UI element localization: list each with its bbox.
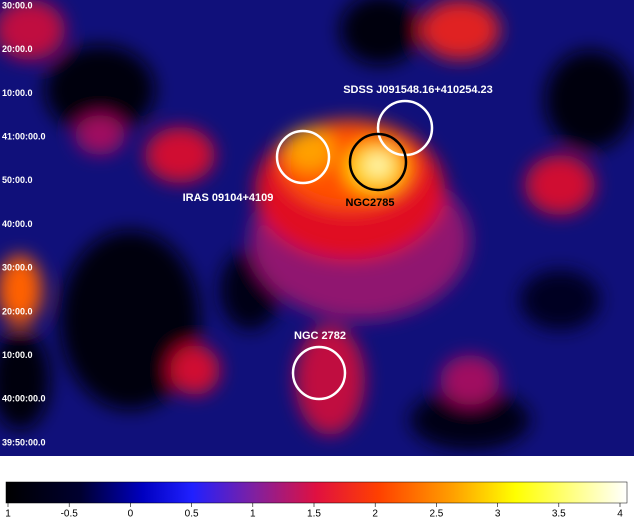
colorbar-label: 3 (495, 509, 501, 520)
colorbar-label: 1 (250, 509, 256, 520)
colorbar-label: 1 (5, 509, 11, 520)
x-coord-label: 9:10:00.0 (71, 458, 110, 468)
y-coord-label: 30:00.0 (2, 263, 33, 273)
annotation: NGC2785 (346, 197, 395, 209)
annotation: IRAS 09104+4109 (183, 192, 274, 204)
y-coord-label: 20:00.0 (2, 44, 33, 54)
sky-image: SDSS J091548.16+410254.23 IRAS 09104+410… (0, 0, 634, 456)
region-circle (275, 129, 331, 185)
annotation: NGC 2782 (294, 330, 346, 342)
y-coord-label: 30:00.0 (2, 0, 33, 10)
emission (0, 0, 634, 450)
x-coord-label: 12:00.0 (182, 458, 213, 468)
colorbar-label: 2 (372, 509, 378, 520)
y-coord-label: 40:00:00.0 (2, 394, 46, 404)
y-coord-label: 41:00:00.0 (2, 131, 46, 141)
colorbar (5, 481, 628, 504)
colorbar-label: 4 (617, 509, 623, 520)
colorbar-label: 1.5 (307, 509, 321, 520)
colorbar-label: 0.5 (185, 509, 199, 520)
y-coord-label: 10:00.0 (2, 88, 33, 98)
y-coord-label: 40:00.0 (2, 219, 33, 229)
x-coord-label: 18:00.0 (505, 458, 536, 468)
annotation: SDSS J091548.16+410254.23 (343, 84, 493, 96)
y-coord-label: 20:00.0 (2, 306, 33, 316)
x-coord-label: 0.0 (2, 458, 15, 468)
region-circle (348, 132, 408, 192)
region-circle (291, 345, 347, 401)
colorbar-label: 0 (128, 509, 134, 520)
x-coord-label: 20:00.0 (597, 458, 628, 468)
y-coord-label: 39:50:00.0 (2, 437, 46, 447)
y-coord-label: 50:00.0 (2, 175, 33, 185)
y-coord-label: 10:00.0 (2, 350, 33, 360)
colorbar-label: 3.5 (552, 509, 566, 520)
x-coord-label: 14:00.0 (292, 458, 323, 468)
colorbar-label: 2.5 (429, 509, 443, 520)
x-coord-label: 16:00.0 (397, 458, 428, 468)
colorbar-label: -0.5 (61, 509, 79, 520)
